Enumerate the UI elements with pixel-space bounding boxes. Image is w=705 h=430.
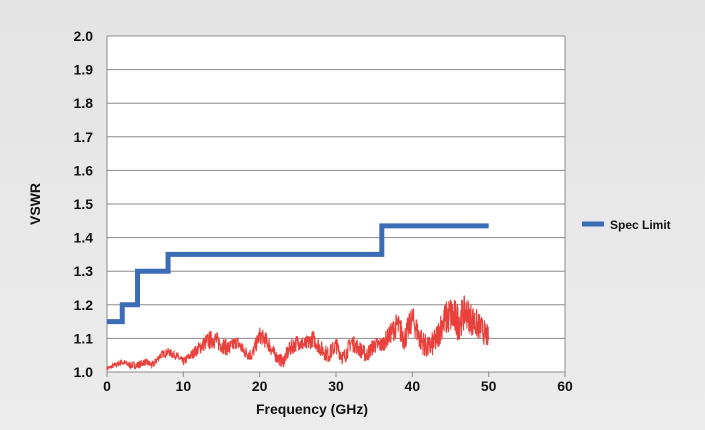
x-tick-label: 60 <box>557 378 573 394</box>
y-tick-labels: 1.0 1.1 1.2 1.3 1.4 1.5 1.6 1.7 1.8 1.9 2.0 <box>74 28 94 380</box>
x-tick-label: 20 <box>252 378 268 394</box>
y-tick-label: 1.4 <box>74 230 94 246</box>
y-tick-label: 1.3 <box>74 263 94 279</box>
x-tick-label: 30 <box>328 378 344 394</box>
y-tick-label: 1.5 <box>74 196 94 212</box>
y-tick-label: 1.8 <box>74 95 94 111</box>
x-tick-label: 10 <box>176 378 192 394</box>
x-tick-label: 40 <box>405 378 421 394</box>
x-tick-label: 50 <box>481 378 497 394</box>
series-line-measured <box>106 295 490 371</box>
series-line-spec-limit <box>107 223 489 325</box>
x-axis-title: Frequency (GHz) <box>256 401 368 417</box>
y-tick-label: 1.2 <box>74 297 94 313</box>
legend: Spec Limit <box>582 218 671 232</box>
y-tick-label: 1.0 <box>74 364 94 380</box>
y-tick-label: 1.7 <box>74 129 94 145</box>
x-tick-label: 0 <box>103 378 111 394</box>
y-tick-label: 1.1 <box>74 330 94 346</box>
y-tick-label: 1.6 <box>74 162 94 178</box>
y-tick-label: 1.9 <box>74 62 94 78</box>
y-axis-title: VSWR <box>27 183 43 225</box>
legend-label-spec-limit: Spec Limit <box>610 218 671 232</box>
x-tick-labels: 0 10 20 30 40 50 60 <box>103 378 573 394</box>
y-tick-label: 2.0 <box>74 28 94 44</box>
gridlines <box>106 35 566 377</box>
series-layer <box>106 223 490 371</box>
